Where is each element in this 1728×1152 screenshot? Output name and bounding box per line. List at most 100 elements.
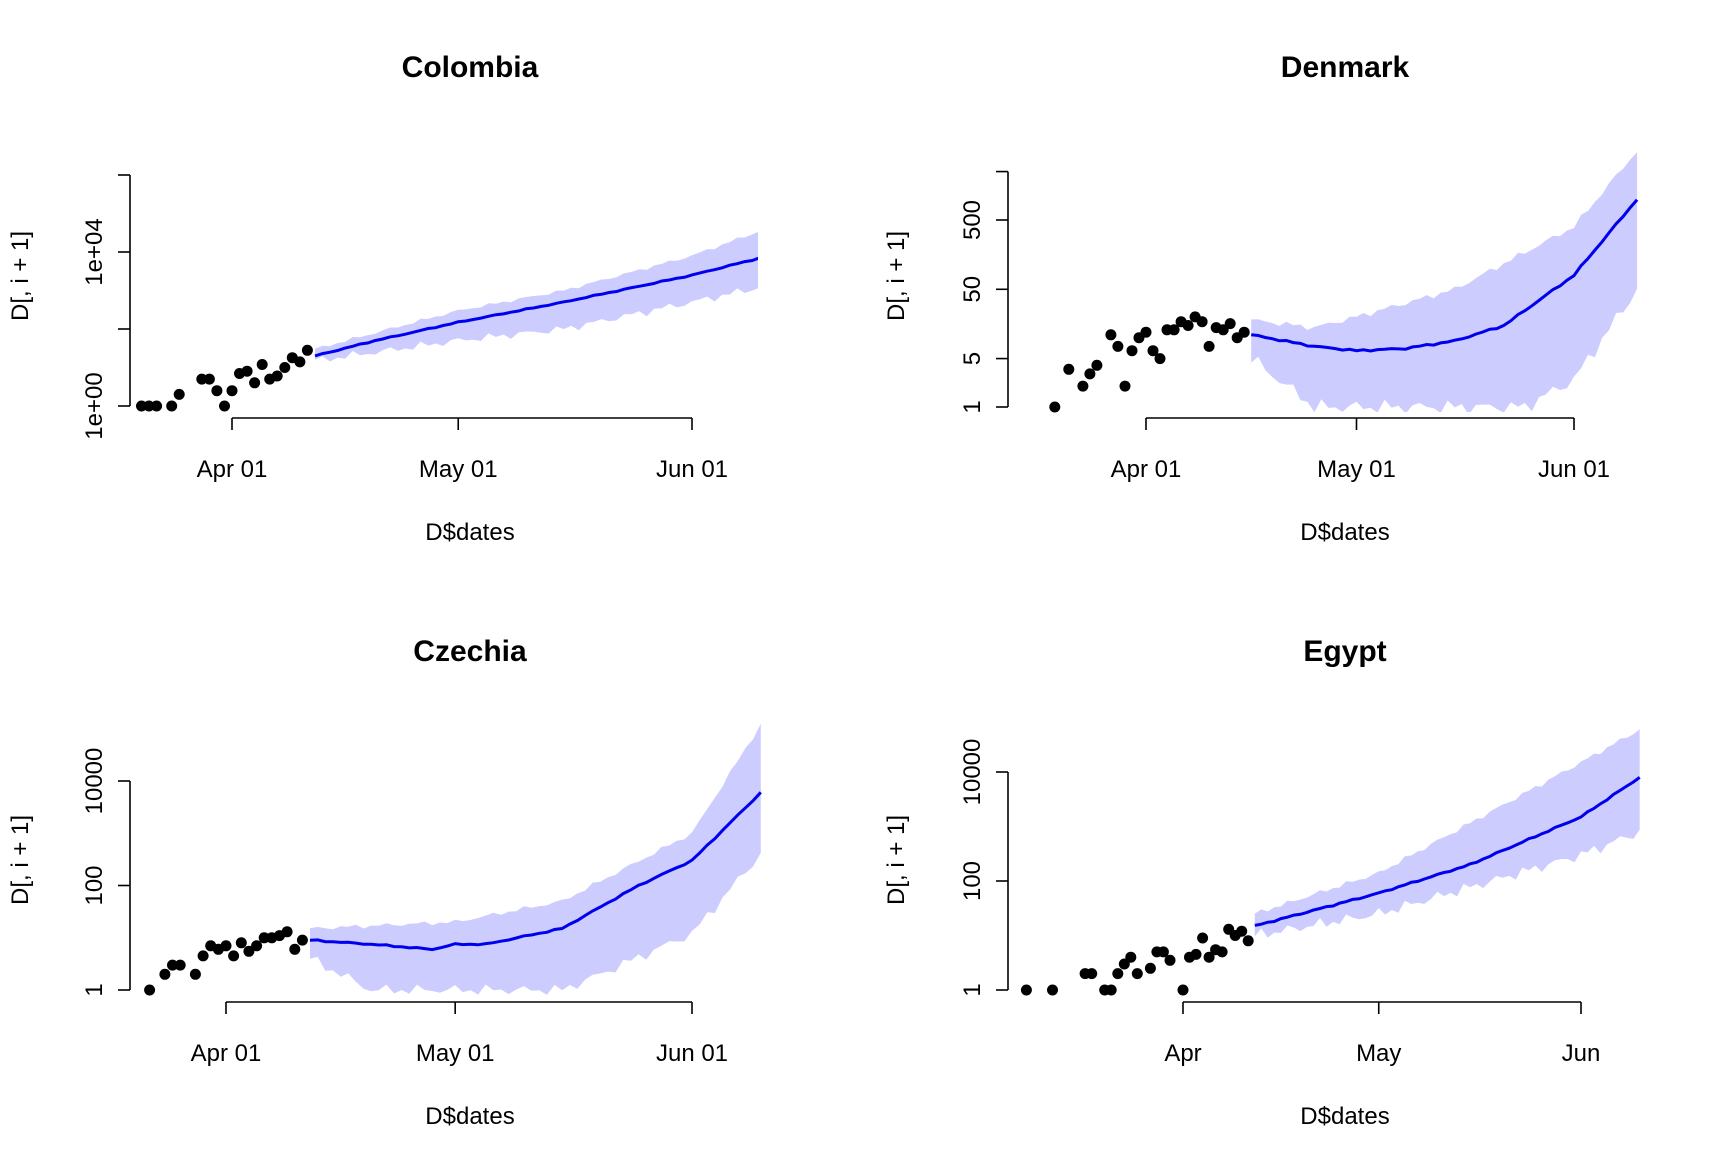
data-point [271,370,283,382]
data-point [1196,316,1208,328]
data-point [1131,968,1143,980]
plot-area [314,231,758,362]
data-point [1242,935,1254,947]
data-point [1197,932,1209,944]
prediction-band [1254,729,1640,938]
y-tick-label: 10000 [81,748,108,815]
data-point [1105,984,1117,996]
x-tick-label: Apr 01 [197,456,268,483]
data-point [1236,925,1248,937]
forecast-line [1251,198,1639,353]
plot-area [1251,152,1639,412]
data-point [1182,320,1194,331]
chart-title: Denmark [1281,51,1410,84]
data-point [1147,345,1159,357]
data-point [1047,984,1058,996]
data-point [219,400,230,412]
data-point [249,377,261,389]
x-axis-label: D$dates [425,519,514,546]
chart-panel-1: Apr 01 May 01 Jun 01 1 5 50 500 Denmark D$dates D… [883,51,1639,546]
chart-panel-2: Apr 01 May 01 Jun 01 1 100 10000 Czechia D$date… [7,635,762,1130]
y-tick-label: 1e+00 [81,372,108,439]
data-point [1177,984,1189,996]
data-point [1238,326,1250,338]
data-point [173,388,185,400]
data-point [1105,329,1117,341]
data-point [1119,380,1131,392]
data-point [289,943,301,955]
x-tick-label: Apr 01 [191,1040,262,1067]
x-tick-label: Jun 01 [656,1040,728,1067]
data-point [1112,340,1124,352]
data-point [243,945,255,957]
data-point [226,385,238,397]
data-point [1112,968,1124,980]
data-point [143,400,155,412]
y-tick-label: 50 [959,276,986,303]
y-tick-label: 100 [81,865,108,905]
y-axis-label: D[, i + 1] [883,815,910,905]
y-axis-label: D[, i + 1] [7,231,34,321]
data-point [294,356,306,368]
data-point [159,968,171,980]
forecast-line [314,256,758,358]
x-tick-label: May 01 [419,456,498,483]
data-point [1084,368,1096,380]
data-point [1126,345,1138,357]
y-tick-label: 500 [959,200,986,240]
data-point [1154,353,1166,365]
data-point [174,959,186,971]
data-point [228,950,240,962]
y-axis-label: D[, i + 1] [7,815,34,905]
forecast-line [309,791,762,952]
x-tick-label: Apr [1164,1040,1201,1067]
data-point [1203,951,1215,963]
prediction-band [315,231,758,362]
chart-panel-3: Apr May Jun 1 100 10000 Egypt D$dates D[, i + 1] [883,635,1641,1130]
x-tick-label: May [1356,1040,1401,1067]
data-point [1020,984,1032,996]
x-tick-label: Jun 01 [1538,456,1610,483]
data-point [196,373,208,385]
data-point [251,940,263,952]
data-point [1168,324,1180,336]
chart-panel-0: Apr 01 May 01 Jun 01 1e+00 1e+04 Colombia D$da… [7,51,758,546]
plot-area [309,723,762,995]
data-point [220,940,232,952]
data-point [1049,401,1061,413]
x-axis-label: D$dates [425,1103,514,1130]
data-point [1118,958,1130,970]
x-axis-label: D$dates [1300,1103,1389,1130]
data-point [1157,946,1169,958]
chart-title: Egypt [1303,635,1386,668]
data-point [1063,363,1075,375]
data-point [301,344,313,356]
chart-title: Colombia [402,51,539,84]
data-point [151,400,163,412]
y-tick-label: 10000 [959,739,986,806]
x-tick-label: Apr 01 [1111,456,1182,483]
data-point [1125,951,1137,963]
data-point [281,926,293,938]
data-point [144,984,156,996]
data-point [1077,380,1089,392]
data-point [279,362,291,373]
data-point [1164,954,1176,966]
data-point [235,937,247,949]
y-tick-label: 100 [959,861,986,901]
y-axis-label: D[, i + 1] [883,231,910,321]
x-tick-label: Jun 01 [656,456,728,483]
data-point [197,950,209,962]
plot-area [1254,729,1641,938]
data-point [189,968,201,980]
data-point [1091,359,1103,371]
data-point [166,400,178,412]
x-tick-label: May 01 [1317,456,1396,483]
data-point [241,365,253,377]
data-point [256,359,268,370]
y-tick-label: 1e+04 [81,218,108,285]
x-axis-label: D$dates [1300,519,1389,546]
prediction-band [1251,152,1638,412]
data-point [1144,962,1156,974]
